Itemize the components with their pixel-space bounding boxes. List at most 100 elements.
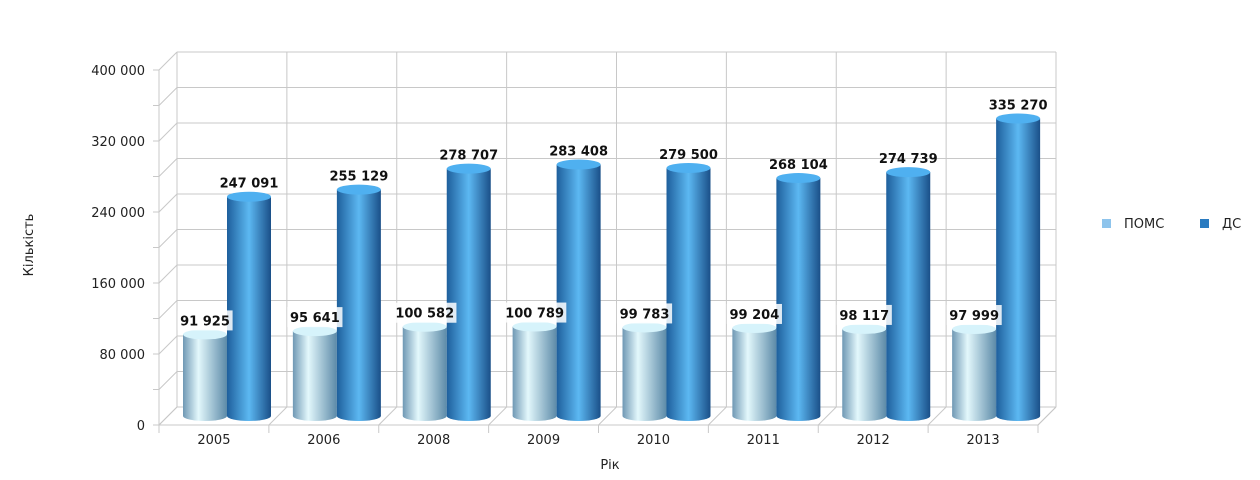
floor-line bbox=[598, 406, 617, 426]
data-label-bg bbox=[836, 304, 892, 325]
legend: ПОМС ДС bbox=[1102, 217, 1241, 232]
gridline-side bbox=[158, 371, 178, 390]
data-label: 99 783 bbox=[620, 307, 670, 322]
y-tick-label: 240 000 bbox=[91, 206, 145, 221]
data-label: 279 500 bbox=[659, 148, 718, 163]
bar-top bbox=[402, 321, 447, 332]
bar-bottom bbox=[732, 411, 777, 421]
gridline-side bbox=[158, 229, 178, 248]
bar-top bbox=[183, 329, 227, 340]
data-label: 91 925 bbox=[180, 314, 230, 329]
bar-top bbox=[996, 113, 1041, 124]
bar-top bbox=[732, 322, 777, 333]
y-tick-label: 80 000 bbox=[100, 348, 146, 363]
floor-line bbox=[158, 406, 178, 426]
bar-top bbox=[227, 191, 271, 202]
data-label-bg bbox=[616, 303, 673, 324]
bar-top bbox=[952, 324, 997, 335]
data-label: 335 270 bbox=[989, 98, 1048, 113]
data-label: 283 408 bbox=[549, 144, 608, 159]
bar-top bbox=[446, 163, 491, 174]
x-tick-label: 2010 bbox=[637, 433, 670, 448]
bar-2013-ds bbox=[996, 118, 1041, 416]
y-axis-title: Кількість bbox=[22, 214, 37, 277]
floor-line bbox=[927, 406, 947, 426]
y-tick-label: 400 000 bbox=[91, 64, 145, 79]
data-label: 278 707 bbox=[439, 149, 498, 164]
labels: 0 80 000 160 000 240 000 320 000 400 000 2005 9… bbox=[91, 64, 1048, 448]
gridline-side bbox=[158, 264, 178, 284]
y-tick-label: 320 000 bbox=[91, 135, 145, 150]
data-label: 95 641 bbox=[290, 311, 340, 326]
bar-2008-poms bbox=[402, 326, 447, 416]
gridline-side bbox=[158, 193, 178, 213]
bar-2012-poms bbox=[842, 328, 887, 416]
bar-bottom bbox=[842, 411, 887, 421]
bar-bottom bbox=[227, 411, 271, 421]
bar-top bbox=[622, 322, 667, 333]
bar-bottom bbox=[666, 411, 711, 421]
data-label: 100 789 bbox=[505, 307, 564, 322]
bar-bottom bbox=[402, 411, 447, 421]
x-tick-label: 2012 bbox=[857, 433, 890, 448]
floor-line bbox=[708, 406, 727, 426]
x-tick-label: 2008 bbox=[417, 433, 450, 448]
legend-swatch-poms bbox=[1102, 219, 1111, 228]
gridline-side bbox=[158, 51, 178, 71]
bar-bottom bbox=[446, 411, 491, 421]
bar-bottom bbox=[886, 411, 931, 421]
bar-2011-ds bbox=[776, 178, 821, 416]
data-label: 274 739 bbox=[879, 152, 938, 167]
floor-line bbox=[268, 406, 288, 426]
floor-line bbox=[378, 406, 398, 426]
bar-2010-ds bbox=[666, 167, 711, 416]
gridline-side bbox=[158, 300, 178, 319]
floor-line bbox=[817, 406, 837, 426]
data-label-bg bbox=[393, 302, 457, 323]
x-tick-label: 2013 bbox=[967, 433, 1000, 448]
legend-label-ds: ДС bbox=[1222, 217, 1241, 232]
data-label-bg bbox=[946, 305, 1002, 326]
bar-2006-poms bbox=[292, 331, 337, 416]
data-label-bg bbox=[726, 303, 782, 324]
bar-2012-ds bbox=[886, 172, 931, 416]
y-tick-label: 160 000 bbox=[91, 277, 145, 292]
bar-top bbox=[512, 321, 557, 332]
gridline-side bbox=[158, 122, 178, 142]
data-label: 255 129 bbox=[329, 170, 388, 185]
bar-bottom bbox=[512, 411, 557, 421]
bar-top bbox=[292, 326, 337, 337]
bar-bottom bbox=[952, 411, 997, 421]
bar-2009-ds bbox=[556, 164, 601, 416]
floor-line bbox=[1037, 406, 1057, 426]
bar-2005-ds bbox=[227, 196, 271, 416]
x-tick-label: 2006 bbox=[307, 433, 340, 448]
gridline-side bbox=[158, 158, 178, 177]
data-label-bg bbox=[177, 310, 233, 331]
gridline-side bbox=[158, 335, 178, 355]
data-label: 98 117 bbox=[839, 309, 889, 324]
data-label: 268 104 bbox=[769, 158, 828, 173]
data-label: 100 582 bbox=[395, 307, 454, 322]
x-tick-label: 2005 bbox=[197, 433, 230, 448]
bar-bottom bbox=[556, 411, 601, 421]
bar-top bbox=[666, 162, 711, 173]
bar-top bbox=[556, 159, 601, 170]
bar-2006-ds bbox=[336, 189, 381, 416]
data-label-bg bbox=[502, 302, 567, 323]
bar-top bbox=[886, 167, 931, 178]
floor-line bbox=[488, 406, 507, 426]
bar-2010-poms bbox=[622, 327, 667, 416]
gridline-side bbox=[158, 87, 178, 106]
bar-2008-ds bbox=[446, 168, 491, 416]
y-tick-label: 0 bbox=[137, 419, 145, 434]
x-tick-label: 2009 bbox=[527, 433, 560, 448]
bars bbox=[183, 113, 1041, 421]
bar-bottom bbox=[336, 411, 381, 421]
bar-bottom bbox=[996, 411, 1041, 421]
bar-top bbox=[336, 184, 381, 195]
bar-bottom bbox=[292, 411, 337, 421]
bar-2013-poms bbox=[952, 329, 997, 416]
data-label: 99 204 bbox=[729, 308, 779, 323]
